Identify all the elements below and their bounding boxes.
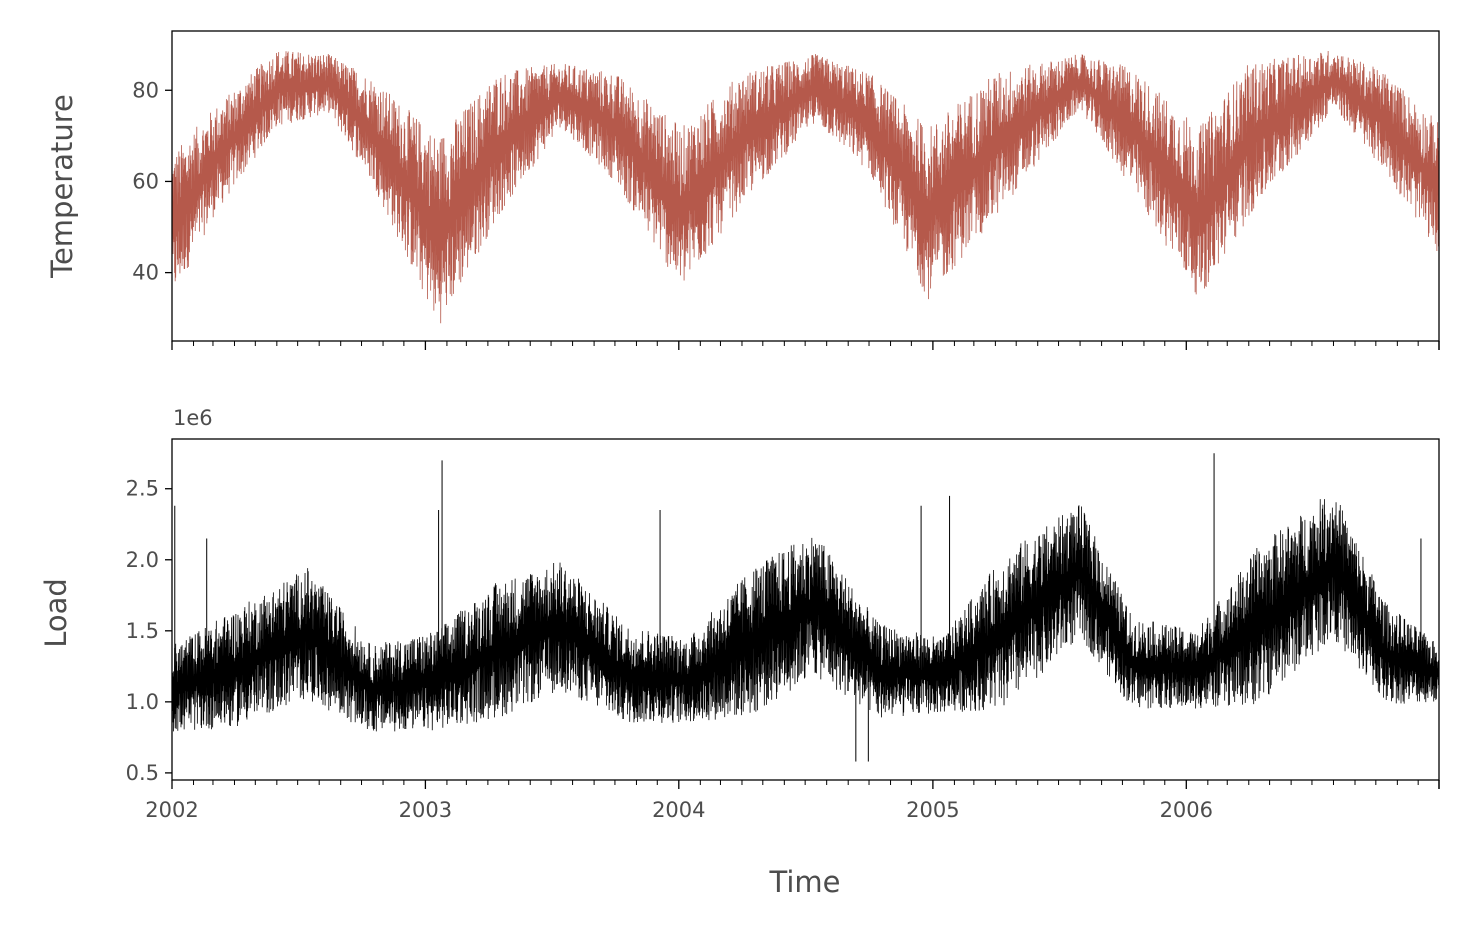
load-x-ticks: 2002 2003 2004 2005 2006	[145, 780, 1440, 822]
temperature-x-ticks	[171, 341, 1440, 350]
temperature-y-tick-label-0: 40	[132, 261, 159, 285]
load-y-tick-label-0: 0.5	[126, 761, 159, 785]
temperature-y-tick-label-2: 80	[132, 78, 159, 102]
temperature-series-line	[171, 51, 1440, 324]
load-y-tick-label-3: 2.0	[126, 548, 159, 572]
load-offset-label: 1e6	[173, 406, 213, 430]
temperature-y-ticks: 40 60 80	[132, 78, 172, 285]
load-y-tick-label-4: 2.5	[126, 477, 159, 501]
load-y-tick-label-1: 1.0	[126, 690, 159, 714]
temperature-y-tick-label-1: 60	[132, 169, 159, 193]
load-y-ticks: 0.5 1.0 1.5 2.0 2.5	[126, 477, 172, 785]
x-tick-label-2004: 2004	[652, 798, 705, 822]
x-tick-label-2003: 2003	[399, 798, 452, 822]
load-plot-area	[171, 453, 1440, 762]
load-y-axis-label: Load	[39, 578, 73, 648]
temperature-y-axis-label: Temperature	[45, 94, 79, 279]
load-series-line	[171, 499, 1440, 732]
time-x-axis-label: Time	[769, 865, 841, 899]
temperature-plot-area	[171, 51, 1440, 324]
load-y-tick-label-2: 1.5	[126, 619, 159, 643]
x-tick-label-2006: 2006	[1160, 798, 1213, 822]
x-tick-label-2002: 2002	[145, 798, 198, 822]
load-panel: 0.5 1.0 1.5 2.0 2.5 2002 2003 2004 2005 2006 1e6…	[39, 406, 1440, 899]
temperature-panel: 40 60 80 Temperature	[45, 30, 1440, 350]
x-tick-label-2005: 2005	[906, 798, 959, 822]
